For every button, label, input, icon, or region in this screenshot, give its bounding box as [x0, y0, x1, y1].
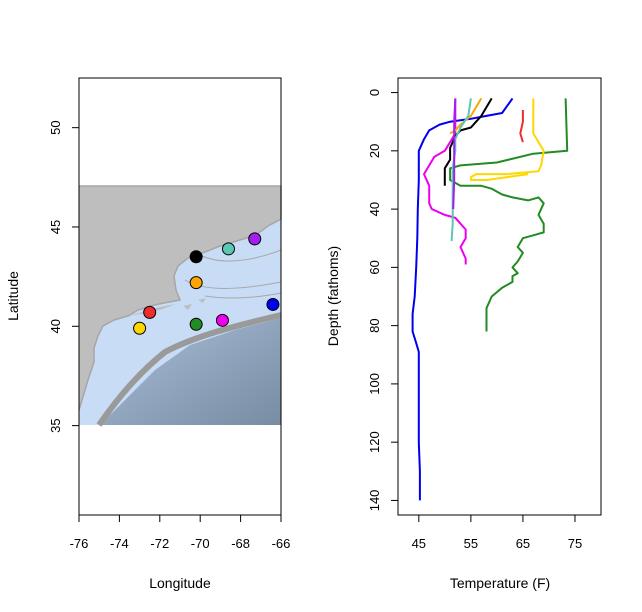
map-x-label: Longitude: [149, 575, 211, 591]
map-raster: [78, 185, 282, 427]
temperature-profile-line: [519, 110, 524, 143]
x-tick-label: -74: [110, 536, 129, 551]
x-tick-label: 75: [568, 536, 582, 551]
station-point: [189, 250, 203, 264]
station-point: [189, 276, 203, 290]
y-tick-label: 0: [367, 89, 382, 96]
station-point: [215, 313, 229, 327]
x-tick-label: -70: [191, 536, 210, 551]
map-x-axis: -76 -74 -72 -70 -68 -66: [70, 514, 291, 551]
x-tick-label: 55: [464, 536, 478, 551]
temperature-profile-line: [411, 97, 514, 501]
y-tick-label: 20: [367, 144, 382, 158]
profile-frame: [397, 77, 602, 516]
y-tick-label: 50: [48, 120, 63, 134]
profile-y-axis: 0 20 40 60 80 100 120 140: [367, 89, 399, 512]
temperature-profile-line: [450, 98, 472, 242]
temperature-profile-line: [443, 97, 493, 186]
shelf-break: [96, 312, 282, 427]
map-y-axis: 35 40 45 50: [48, 120, 80, 433]
map-y-label: Latitude: [5, 271, 21, 321]
deep-ocean: [100, 318, 281, 425]
y-tick-label: 80: [367, 318, 382, 332]
y-tick-label: 35: [48, 418, 63, 432]
x-tick-label: 45: [412, 536, 426, 551]
island: [183, 304, 192, 310]
station-point: [143, 305, 157, 319]
y-tick-label: 40: [367, 202, 382, 216]
y-tick-label: 100: [367, 373, 382, 395]
temperature-profile-line: [452, 98, 457, 210]
temperature-profile-line: [469, 98, 545, 181]
x-tick-label: -76: [70, 536, 89, 551]
station-point: [266, 297, 280, 311]
x-tick-label: -72: [150, 536, 169, 551]
profile-x-label: Temperature (F): [450, 575, 550, 591]
profile-x-axis: 45 55 65 75: [412, 514, 582, 551]
x-tick-label: -66: [272, 536, 291, 551]
y-tick-label: 140: [367, 490, 382, 512]
station-point: [221, 242, 235, 256]
bathymetry-contour: [199, 249, 282, 262]
station-point: [189, 317, 203, 331]
y-tick-label: 45: [48, 220, 63, 234]
land: [79, 186, 281, 410]
x-tick-label: 65: [516, 536, 530, 551]
profile-panel: 45 55 65 75 0 20 40 60 80 100 120 140 Temperature …: [325, 77, 602, 591]
temperature-profile-line: [423, 98, 467, 265]
y-tick-label: 60: [367, 260, 382, 274]
island: [198, 298, 206, 303]
x-tick-label: -68: [231, 536, 250, 551]
y-tick-label: 40: [48, 319, 63, 333]
station-point: [133, 321, 147, 335]
y-tick-label: 120: [367, 431, 382, 453]
station-markers: [133, 232, 280, 335]
temperature-profile-line: [449, 98, 569, 332]
bathymetry-contour: [204, 292, 282, 299]
profile-y-label: Depth (fathoms): [325, 246, 341, 346]
station-point: [248, 232, 262, 246]
map-panel: -76 -74 -72 -70 -68 -66 35 40 45 50 Longitude La…: [5, 77, 291, 591]
profile-lines: [411, 97, 569, 501]
